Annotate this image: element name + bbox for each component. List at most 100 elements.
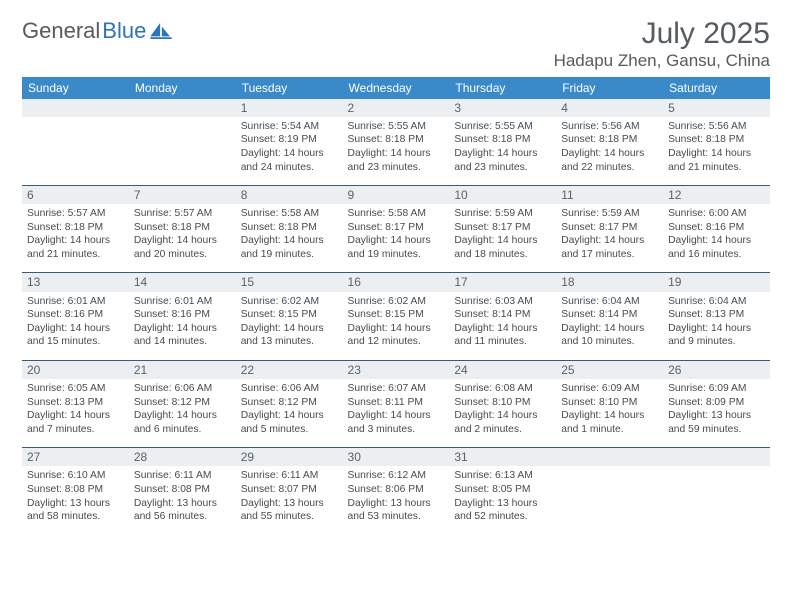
day-content [22, 117, 129, 185]
day-number: 4 [556, 99, 663, 117]
weekday-header: Tuesday [236, 77, 343, 99]
calendar-cell: 20Sunrise: 6:05 AMSunset: 8:13 PMDayligh… [22, 360, 129, 447]
calendar-cell: 15Sunrise: 6:02 AMSunset: 8:15 PMDayligh… [236, 273, 343, 360]
calendar-table: SundayMondayTuesdayWednesdayThursdayFrid… [22, 77, 770, 535]
day-number [556, 448, 663, 466]
day-number: 2 [343, 99, 450, 117]
calendar-cell [663, 448, 770, 535]
calendar-cell: 6Sunrise: 5:57 AMSunset: 8:18 PMDaylight… [22, 185, 129, 272]
day-number: 20 [22, 361, 129, 379]
day-content: Sunrise: 6:09 AMSunset: 8:09 PMDaylight:… [663, 379, 770, 447]
weekday-header: Thursday [449, 77, 556, 99]
day-content [129, 117, 236, 185]
day-content: Sunrise: 6:04 AMSunset: 8:13 PMDaylight:… [663, 292, 770, 360]
day-content [663, 466, 770, 534]
calendar-cell: 7Sunrise: 5:57 AMSunset: 8:18 PMDaylight… [129, 185, 236, 272]
calendar-cell: 8Sunrise: 5:58 AMSunset: 8:18 PMDaylight… [236, 185, 343, 272]
calendar-cell [22, 99, 129, 186]
day-number: 11 [556, 186, 663, 204]
day-content: Sunrise: 5:56 AMSunset: 8:18 PMDaylight:… [663, 117, 770, 185]
day-content: Sunrise: 6:06 AMSunset: 8:12 PMDaylight:… [236, 379, 343, 447]
month-title: July 2025 [554, 18, 770, 50]
day-content: Sunrise: 6:04 AMSunset: 8:14 PMDaylight:… [556, 292, 663, 360]
day-content: Sunrise: 6:02 AMSunset: 8:15 PMDaylight:… [343, 292, 450, 360]
calendar-cell: 16Sunrise: 6:02 AMSunset: 8:15 PMDayligh… [343, 273, 450, 360]
calendar-cell: 21Sunrise: 6:06 AMSunset: 8:12 PMDayligh… [129, 360, 236, 447]
calendar-cell: 12Sunrise: 6:00 AMSunset: 8:16 PMDayligh… [663, 185, 770, 272]
calendar-cell: 11Sunrise: 5:59 AMSunset: 8:17 PMDayligh… [556, 185, 663, 272]
day-number: 6 [22, 186, 129, 204]
day-number: 31 [449, 448, 556, 466]
sail-icon [150, 23, 172, 39]
calendar-cell: 2Sunrise: 5:55 AMSunset: 8:18 PMDaylight… [343, 99, 450, 186]
page-header: General Blue July 2025 Hadapu Zhen, Gans… [22, 18, 770, 71]
day-content: Sunrise: 6:05 AMSunset: 8:13 PMDaylight:… [22, 379, 129, 447]
day-content: Sunrise: 6:13 AMSunset: 8:05 PMDaylight:… [449, 466, 556, 534]
day-content: Sunrise: 5:58 AMSunset: 8:17 PMDaylight:… [343, 204, 450, 272]
day-content: Sunrise: 6:01 AMSunset: 8:16 PMDaylight:… [129, 292, 236, 360]
weekday-header: Sunday [22, 77, 129, 99]
calendar-cell: 5Sunrise: 5:56 AMSunset: 8:18 PMDaylight… [663, 99, 770, 186]
day-number: 17 [449, 273, 556, 291]
day-number: 24 [449, 361, 556, 379]
calendar-week-row: 1Sunrise: 5:54 AMSunset: 8:19 PMDaylight… [22, 99, 770, 186]
day-content: Sunrise: 6:01 AMSunset: 8:16 PMDaylight:… [22, 292, 129, 360]
calendar-cell: 10Sunrise: 5:59 AMSunset: 8:17 PMDayligh… [449, 185, 556, 272]
day-content: Sunrise: 6:12 AMSunset: 8:06 PMDaylight:… [343, 466, 450, 534]
day-content: Sunrise: 6:07 AMSunset: 8:11 PMDaylight:… [343, 379, 450, 447]
day-content: Sunrise: 6:10 AMSunset: 8:08 PMDaylight:… [22, 466, 129, 534]
calendar-cell: 1Sunrise: 5:54 AMSunset: 8:19 PMDaylight… [236, 99, 343, 186]
calendar-cell [556, 448, 663, 535]
calendar-week-row: 27Sunrise: 6:10 AMSunset: 8:08 PMDayligh… [22, 448, 770, 535]
day-number: 28 [129, 448, 236, 466]
day-number [22, 99, 129, 117]
day-number: 25 [556, 361, 663, 379]
day-content [556, 466, 663, 534]
weekday-header: Saturday [663, 77, 770, 99]
day-number: 26 [663, 361, 770, 379]
calendar-cell: 25Sunrise: 6:09 AMSunset: 8:10 PMDayligh… [556, 360, 663, 447]
brand-text-1: General [22, 18, 100, 44]
day-number: 30 [343, 448, 450, 466]
calendar-week-row: 20Sunrise: 6:05 AMSunset: 8:13 PMDayligh… [22, 360, 770, 447]
brand-text-2: Blue [102, 18, 146, 44]
day-content: Sunrise: 6:03 AMSunset: 8:14 PMDaylight:… [449, 292, 556, 360]
weekday-header: Friday [556, 77, 663, 99]
day-number: 18 [556, 273, 663, 291]
calendar-cell: 23Sunrise: 6:07 AMSunset: 8:11 PMDayligh… [343, 360, 450, 447]
day-content: Sunrise: 6:09 AMSunset: 8:10 PMDaylight:… [556, 379, 663, 447]
calendar-cell: 17Sunrise: 6:03 AMSunset: 8:14 PMDayligh… [449, 273, 556, 360]
calendar-cell: 28Sunrise: 6:11 AMSunset: 8:08 PMDayligh… [129, 448, 236, 535]
calendar-body: 1Sunrise: 5:54 AMSunset: 8:19 PMDaylight… [22, 99, 770, 535]
weekday-header: Wednesday [343, 77, 450, 99]
title-block: July 2025 Hadapu Zhen, Gansu, China [554, 18, 770, 71]
day-content: Sunrise: 6:02 AMSunset: 8:15 PMDaylight:… [236, 292, 343, 360]
day-number: 13 [22, 273, 129, 291]
location-subtitle: Hadapu Zhen, Gansu, China [554, 51, 770, 71]
calendar-cell: 19Sunrise: 6:04 AMSunset: 8:13 PMDayligh… [663, 273, 770, 360]
day-content: Sunrise: 6:08 AMSunset: 8:10 PMDaylight:… [449, 379, 556, 447]
day-number: 5 [663, 99, 770, 117]
day-number: 3 [449, 99, 556, 117]
calendar-cell: 26Sunrise: 6:09 AMSunset: 8:09 PMDayligh… [663, 360, 770, 447]
day-content: Sunrise: 6:00 AMSunset: 8:16 PMDaylight:… [663, 204, 770, 272]
calendar-cell: 4Sunrise: 5:56 AMSunset: 8:18 PMDaylight… [556, 99, 663, 186]
day-number: 16 [343, 273, 450, 291]
day-number: 15 [236, 273, 343, 291]
calendar-cell: 13Sunrise: 6:01 AMSunset: 8:16 PMDayligh… [22, 273, 129, 360]
day-number [129, 99, 236, 117]
day-content: Sunrise: 5:59 AMSunset: 8:17 PMDaylight:… [556, 204, 663, 272]
day-number: 7 [129, 186, 236, 204]
day-content: Sunrise: 5:57 AMSunset: 8:18 PMDaylight:… [22, 204, 129, 272]
day-number: 8 [236, 186, 343, 204]
calendar-cell [129, 99, 236, 186]
calendar-cell: 31Sunrise: 6:13 AMSunset: 8:05 PMDayligh… [449, 448, 556, 535]
day-number: 23 [343, 361, 450, 379]
calendar-cell: 3Sunrise: 5:55 AMSunset: 8:18 PMDaylight… [449, 99, 556, 186]
day-number: 14 [129, 273, 236, 291]
day-content: Sunrise: 5:59 AMSunset: 8:17 PMDaylight:… [449, 204, 556, 272]
brand-logo: General Blue [22, 18, 172, 44]
day-content: Sunrise: 5:58 AMSunset: 8:18 PMDaylight:… [236, 204, 343, 272]
day-content: Sunrise: 5:55 AMSunset: 8:18 PMDaylight:… [449, 117, 556, 185]
calendar-cell: 9Sunrise: 5:58 AMSunset: 8:17 PMDaylight… [343, 185, 450, 272]
